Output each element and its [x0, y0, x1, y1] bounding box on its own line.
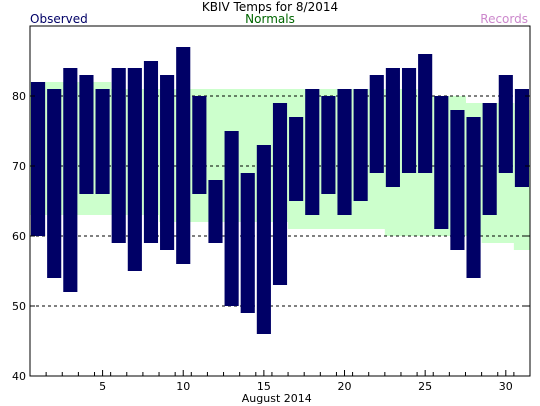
observed-bar-day-12	[208, 180, 223, 243]
observed-bar-day-9	[160, 75, 175, 250]
observed-bar-day-23	[385, 68, 400, 187]
y-tick-label-60: 60	[12, 230, 26, 243]
x-tick-label-15: 15	[257, 380, 271, 393]
observed-bar-day-10	[176, 47, 191, 264]
observed-bar-day-29	[482, 103, 497, 215]
y-tick-label-40: 40	[12, 370, 26, 383]
observed-bar-day-22	[369, 75, 384, 173]
observed-bar-day-25	[418, 54, 433, 173]
observed-bar-day-26	[434, 96, 449, 229]
x-tick-label-25: 25	[418, 380, 432, 393]
observed-bar-day-19	[321, 96, 336, 194]
observed-bar-day-21	[353, 89, 368, 201]
observed-bar-day-11	[192, 96, 207, 194]
legend-normals: Normals	[245, 12, 295, 26]
observed-bar-day-5	[95, 89, 110, 194]
observed-bar-day-3	[63, 68, 78, 292]
y-tick-label-50: 50	[12, 300, 26, 313]
y-tick-label-80: 80	[12, 90, 26, 103]
ticks-layer: 40 50 60 70 80 5 10 15 20 25 30	[12, 90, 531, 393]
legend-observed: Observed	[30, 12, 88, 26]
observed-bar-day-15	[256, 145, 271, 334]
observed-bar-day-27	[450, 110, 465, 250]
observed-bar-day-6	[111, 68, 126, 243]
observed-bar-day-20	[337, 89, 352, 215]
legend-records: Records	[480, 12, 528, 26]
observed-bar-day-24	[401, 68, 417, 173]
x-axis-label: August 2014	[242, 392, 312, 405]
observed-bar-day-28	[466, 117, 481, 278]
chart-title: KBIV Temps for 8/2014	[201, 0, 339, 14]
observed-bar-day-1	[31, 82, 46, 236]
observed-bar-day-17	[289, 117, 304, 201]
x-tick-label-30: 30	[499, 380, 513, 393]
observed-bar-day-14	[240, 173, 255, 313]
observed-bar-day-30	[498, 75, 513, 173]
x-tick-label-5: 5	[99, 380, 106, 393]
observed-bar-day-7	[127, 68, 142, 271]
observed-bar-day-16	[272, 103, 288, 285]
plot-frame	[29, 25, 531, 377]
observed-bar-day-8	[143, 61, 159, 243]
x-tick-label-10: 10	[176, 380, 190, 393]
observed-bar-day-31	[514, 89, 529, 187]
observed-bar-day-13	[224, 131, 239, 306]
observed-bar-day-2	[47, 89, 62, 278]
observed-bars-layer	[31, 47, 529, 334]
observed-bar-day-18	[305, 89, 320, 215]
observed-bar-day-4	[79, 75, 94, 194]
y-tick-label-70: 70	[12, 160, 26, 173]
x-tick-label-20: 20	[338, 380, 352, 393]
